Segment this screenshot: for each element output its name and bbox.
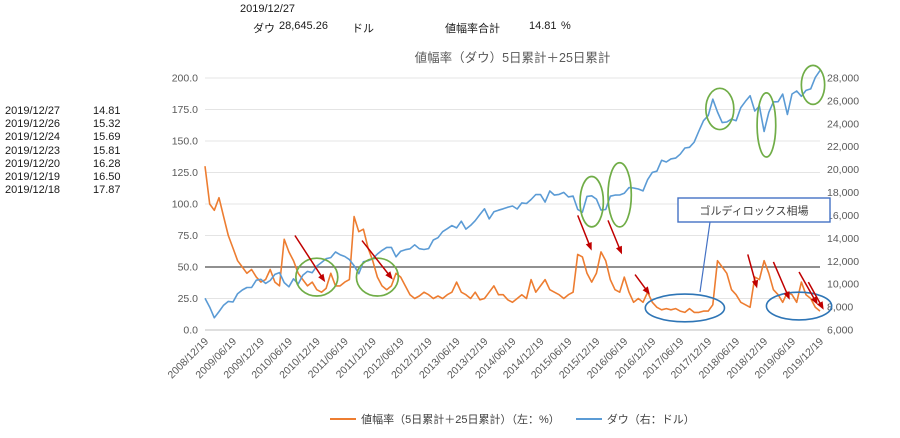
dow-label: ダウ [253,23,275,35]
left-axis-label: 0.0 [183,325,198,337]
range-total-value: 14.81 [529,20,557,32]
row-date: 2019/12/27 [5,105,61,117]
red-arrow-head [817,301,824,310]
red-arrow-line [577,215,591,246]
row-value: 16.50 [93,170,121,183]
legend-item-dow: ダウ（右：ドル） [575,411,695,427]
right-axis-label: 10,000 [827,279,859,291]
row-date: 2019/12/18 [5,184,61,197]
right-axis-label: 20,000 [827,164,859,176]
green-ellipse-annotation [295,257,339,297]
left-axis-label: 175.0 [172,104,198,116]
red-arrow-head [783,291,790,300]
right-axis-label: 28,000 [827,73,859,85]
right-axis-label: 12,000 [827,256,859,268]
right-axis-label: 14,000 [827,233,859,245]
left-axis-label: 125.0 [172,167,198,179]
green-ellipse-annotation [607,161,633,228]
right-axis-label: 16,000 [827,210,859,222]
red-arrow-line [607,220,621,250]
green-ellipse-annotation [756,92,777,158]
series-line-1 [204,70,821,319]
red-arrow-head [318,273,326,283]
left-axis-label: 150.0 [172,136,198,148]
red-arrow-line [634,274,647,291]
left-axis-label: 25.0 [178,293,199,305]
red-arrow-head [810,296,818,305]
table-row: 2019/12/18 17.87 [5,184,137,197]
goldilocks-connector [699,221,711,293]
row-date: 2019/12/19 [5,170,61,183]
row-value: 17.87 [93,184,121,197]
table-row: 2019/12/24 15.69 [5,131,137,144]
chart: 0.0 25.0 50.0 75.0 100.0 125.0 150.0 175.0 200.0… [165,64,859,381]
red-arrow-line [747,254,757,283]
chart-legend: 値幅率（5日累計＋25日累計）（左：%） ダウ（右：ドル） [205,411,820,427]
dow-unit: ドル [352,23,374,35]
blue-ellipse-annotation [644,293,726,323]
dow-value: 28,645.26 [279,20,328,32]
header-date: 2019/12/27 [240,3,296,15]
green-ellipse-annotation [800,64,826,106]
right-axis-label: 18,000 [827,187,859,199]
red-arrow-head [751,279,759,289]
range-total-label: 値幅率合計 [445,23,500,35]
red-arrow-line [772,261,789,295]
red-arrow-line [294,235,323,278]
goldilocks-callout-label: ゴルディロックス相場 [700,204,809,218]
row-date: 2019/12/23 [5,144,61,157]
green-ellipse-annotation [579,175,605,228]
table-row: 2019/12/23 15.81 [5,145,137,158]
row-date: 2019/12/20 [5,157,61,170]
left-axis-label: 200.0 [172,73,198,85]
red-arrow-line [798,271,816,300]
recent-values-table: 2019/12/27 14.81 2019/12/26 15.32 2019/1… [5,105,137,197]
blue-ellipse-annotation [765,291,833,321]
red-arrow-head [616,245,622,255]
blue-line-sample [575,418,602,420]
green-ellipse-annotation [705,87,735,131]
left-axis-label: 75.0 [178,230,199,242]
red-arrow-head [585,242,592,251]
table-row: 2019/12/19 16.50 [5,171,137,184]
goldilocks-callout-box [677,197,831,223]
header-summary: ダウ 28,645.26 ドル 値幅率合計 14.81 % [0,20,900,35]
table-row: 2019/12/26 15.32 [5,118,137,131]
row-value: 15.81 [93,144,121,157]
row-date: 2019/12/24 [5,131,61,144]
right-axis-label: 22,000 [827,141,859,153]
table-row: 2019/12/27 14.81 [5,105,137,118]
left-axis-label: 100.0 [172,199,198,211]
red-arrow-head [642,286,650,295]
row-value: 15.69 [93,131,121,144]
red-arrow-head [385,271,393,280]
right-axis-label: 26,000 [827,95,859,107]
right-axis-label: 6,000 [827,325,853,337]
right-axis-label: 24,000 [827,118,859,130]
red-arrow-line [361,240,390,276]
legend-item-range-rate: 値幅率（5日累計＋25日累計）（左：%） [330,411,560,427]
row-value: 14.81 [93,105,121,117]
range-total-unit: % [561,20,571,32]
series-line-0 [204,166,821,314]
row-value: 15.32 [93,118,121,131]
row-value: 16.28 [93,157,121,170]
table-row: 2019/12/20 16.28 [5,158,137,171]
orange-line-sample [330,418,357,420]
green-ellipse-annotation [355,257,400,297]
right-axis-label: 8,000 [827,302,853,314]
legend-label-range-rate: 値幅率（5日累計＋25日累計）（左：%） [361,414,560,426]
row-date: 2019/12/26 [5,118,61,131]
chart-title: 値幅率（ダウ）5日累計＋25日累計 [414,51,611,65]
legend-label-dow: ダウ（右：ドル） [606,414,695,426]
red-arrow-line [807,281,822,305]
left-axis-label: 50.0 [178,262,199,274]
